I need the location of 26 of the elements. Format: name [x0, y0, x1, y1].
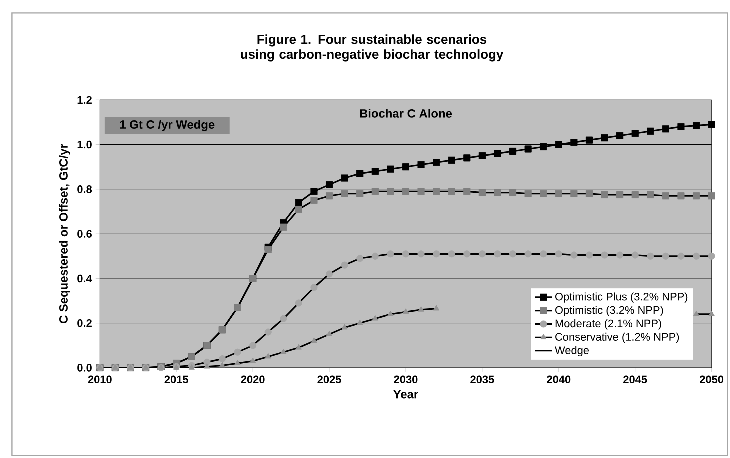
y-tick-label: 0.4	[78, 274, 92, 283]
x-tick-label: 2010	[88, 376, 112, 384]
x-tick-label: 2025	[318, 376, 342, 384]
y-tick-label: 1.2	[78, 96, 92, 104]
x-tick-label: 2030	[394, 376, 418, 384]
y-tick-label: 0.8	[78, 185, 92, 194]
legend-label: Conservative (1.2% NPP)	[556, 332, 680, 344]
annotation: 1 Gt C /yr Wedge	[120, 120, 215, 132]
y-tick-label: 1.0	[78, 140, 92, 149]
legend-label: Optimistic Plus (3.2% NPP)	[556, 292, 688, 303]
legend-label: Moderate (2.1% NPP)	[556, 319, 662, 330]
x-tick-label: 2040	[547, 376, 571, 384]
x-tick-label: 2020	[241, 376, 265, 384]
y-tick-label: 0.6	[78, 230, 92, 238]
x-tick-label: 2035	[470, 376, 494, 384]
legend-label: Optimistic (3.2% NPP)	[556, 306, 664, 316]
annotation: Biochar C Alone	[360, 109, 452, 118]
legend-label: Wedge	[555, 346, 590, 356]
chart-title: Figure 1. Four sustainable scenarios using carbon-negative biochar technology	[241, 34, 504, 62]
x-tick-label: 2050	[700, 376, 724, 384]
y-axis-title: C Sequestered or Offset, GtC/yr	[59, 144, 70, 324]
x-tick-label: 2015	[164, 376, 188, 384]
y-tick-label: 0.2	[78, 319, 92, 328]
x-tick-label: 2045	[624, 376, 648, 384]
x-axis-title: Year	[394, 390, 418, 399]
y-tick-label: 0.0	[78, 364, 92, 372]
